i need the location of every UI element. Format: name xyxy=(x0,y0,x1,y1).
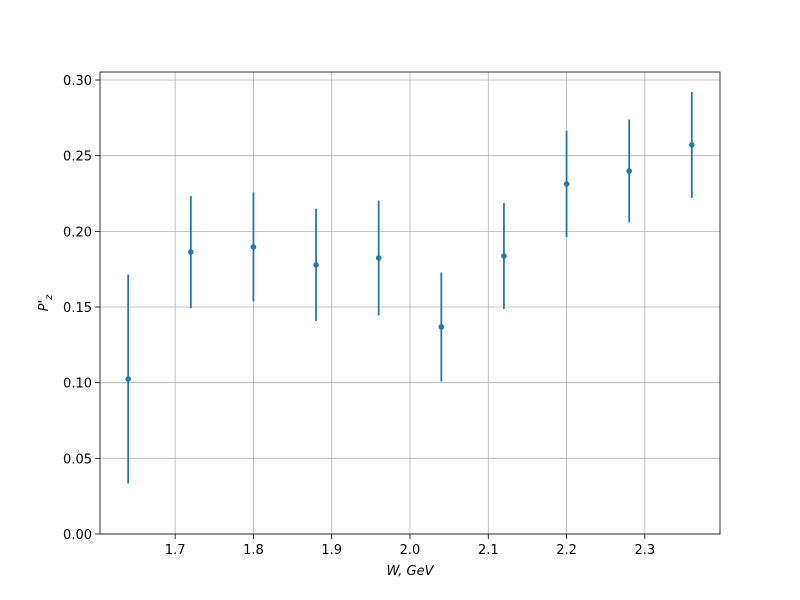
x-axis-label: W, GeV xyxy=(386,564,434,579)
x-tick-label: 1.9 xyxy=(321,543,342,558)
x-tick-label: 2.0 xyxy=(400,543,421,558)
y-tick-label: 0.30 xyxy=(63,74,92,89)
data-point xyxy=(188,249,194,255)
y-tick-label: 0.25 xyxy=(63,150,92,165)
data-point xyxy=(626,168,632,174)
y-tick-label: 0.05 xyxy=(63,452,92,467)
plot-frame xyxy=(99,71,721,535)
data-point xyxy=(250,244,257,250)
y-tick-label: 0.00 xyxy=(63,528,92,543)
x-tick-label: 2.3 xyxy=(635,543,656,558)
y-axis-label: P'z xyxy=(37,294,55,311)
y-axis-label-main: P' xyxy=(37,300,52,311)
x-tick-label: 1.8 xyxy=(243,543,264,558)
data-point xyxy=(563,181,570,187)
data-point xyxy=(438,324,445,330)
y-tick-label: 0.20 xyxy=(63,225,92,240)
data-point xyxy=(501,253,507,259)
data-point xyxy=(689,142,695,148)
y-tick-label: 0.10 xyxy=(63,377,92,392)
data-point xyxy=(375,255,382,261)
x-tick-label: 1.7 xyxy=(165,543,186,558)
x-tick-label: 2.2 xyxy=(556,543,577,558)
y-tick-label: 0.15 xyxy=(63,301,92,316)
data-point xyxy=(313,262,319,268)
y-axis-label-sub: z xyxy=(44,294,55,301)
x-tick-label: 2.1 xyxy=(478,543,499,558)
data-point xyxy=(125,376,131,382)
